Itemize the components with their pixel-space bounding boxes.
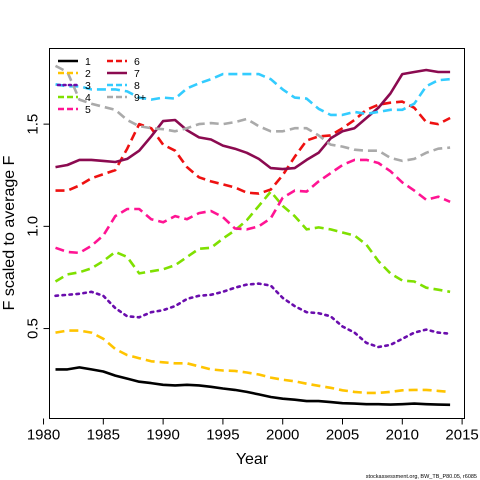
legend-label: 5 — [85, 104, 91, 116]
x-tick-label: 1985 — [87, 427, 120, 444]
y-tick-label: 0.5 — [25, 318, 42, 339]
plot-frame — [49, 48, 465, 419]
legend-label: 7 — [134, 68, 140, 80]
y-tick-label: 1.5 — [25, 114, 42, 135]
series-line-4 — [54, 190, 451, 294]
y-axis-label: F scaled to average F — [1, 155, 18, 310]
series-line-9plus — [54, 64, 451, 163]
series-line-1 — [55, 366, 451, 407]
series-line-3 — [54, 282, 452, 349]
x-tick-label: 2015 — [445, 427, 478, 444]
series-line-8 — [55, 72, 451, 117]
series-layer — [54, 64, 452, 407]
legend-label: 9+ — [134, 92, 146, 104]
x-tick-label: 1980 — [27, 427, 60, 444]
x-tick-label: 2010 — [386, 427, 419, 444]
x-tick-label: 2005 — [326, 427, 359, 444]
series-line-6 — [55, 100, 451, 195]
x-tick-label: 2000 — [266, 427, 299, 444]
y-tick-label: 1.0 — [25, 216, 42, 237]
legend-label: 4 — [85, 92, 91, 104]
series-line-2 — [55, 329, 451, 395]
legend-label: 3 — [85, 80, 91, 92]
x-tick-label: 1995 — [206, 427, 239, 444]
series-line-5 — [55, 158, 451, 255]
axis-ticks: 1980 1985 1990 1995 2000 2005 2010 2015 0.5 1.0 1.… — [25, 114, 479, 444]
x-axis-label: Year — [236, 451, 269, 468]
series-line-7 — [55, 68, 451, 171]
legend-label: 6 — [134, 56, 140, 68]
x-tick-label: 1990 — [146, 427, 179, 444]
legend-label: 8 — [134, 80, 140, 92]
legend-label: 1 — [85, 56, 91, 68]
legend-label: 2 — [85, 68, 91, 80]
credit-text: stockassessment.org, BW_TB_P80.05, r6085 — [366, 474, 477, 480]
